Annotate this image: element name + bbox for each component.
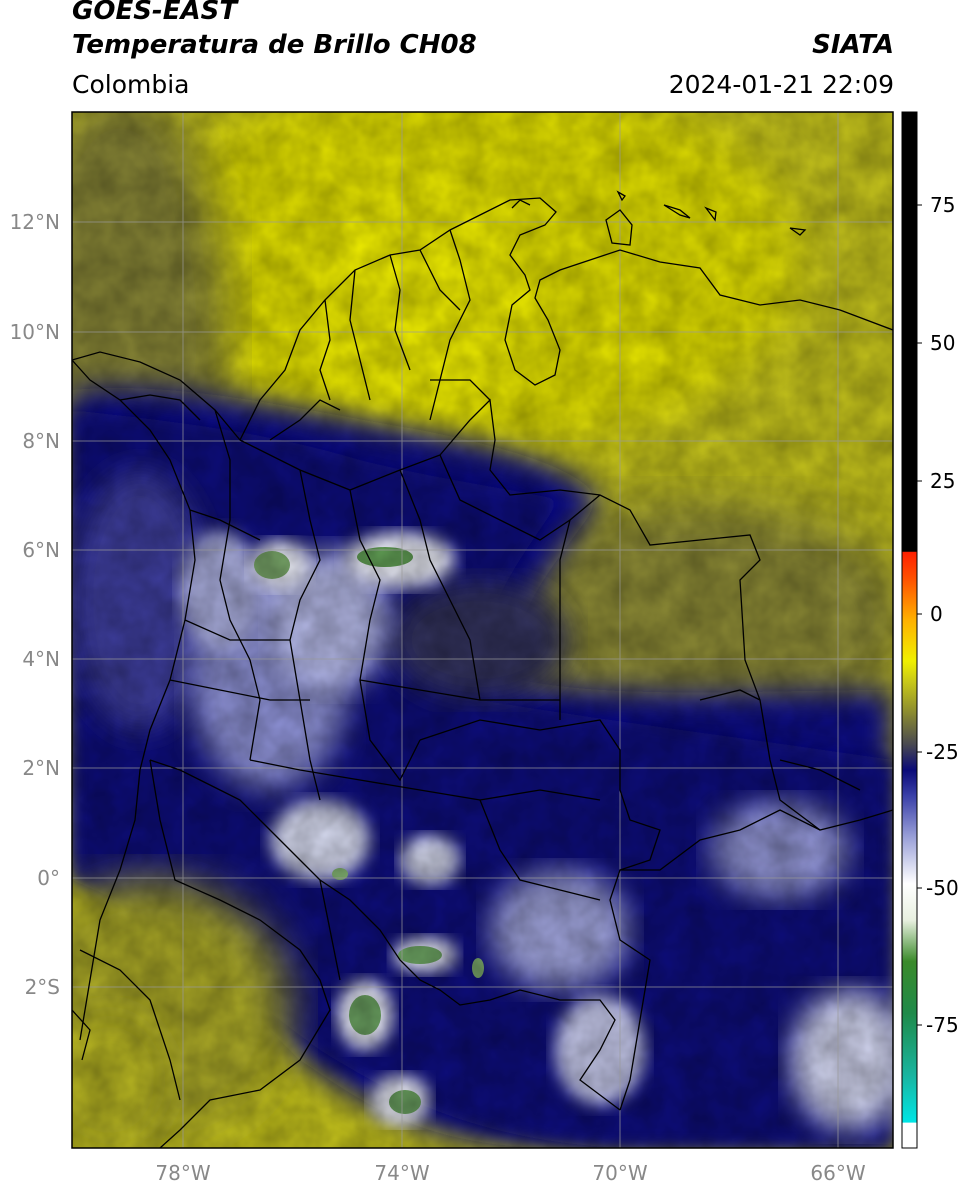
colorbar-tick-label: 75 [930,193,955,217]
colorbar-tick-label: -75 [926,1013,959,1037]
lat-tick-label: 2°S [25,975,60,999]
title-product: Temperatura de Brillo CH08 [72,30,477,60]
lat-tick-label: 2°N [22,756,60,780]
lat-tick-label: 0° [37,866,60,890]
colorbar-tick-label: -25 [926,740,959,764]
latitude-axis: 12°N 10°N 8°N 6°N 4°N 2°N 0° 2°S [10,210,60,999]
lon-tick-label: 74°W [374,1161,429,1185]
region-label: Colombia [72,70,190,99]
lon-tick-label: 66°W [810,1161,865,1185]
longitude-axis: 78°W 74°W 70°W 66°W [155,1161,865,1185]
lat-tick-label: 10°N [10,320,60,344]
colorbar-tick-label: -50 [926,876,959,900]
brightness-temperature-field [72,112,893,1148]
lat-tick-label: 6°N [22,538,60,562]
lat-tick-label: 4°N [22,647,60,671]
colorbar-tick-label: 0 [930,602,943,626]
organization-label: SIATA [812,30,894,60]
map-frame [71,111,894,1149]
colorbar-tick-label: 50 [930,331,955,355]
lon-tick-label: 70°W [592,1161,647,1185]
title-satellite: GOES-EAST [72,0,238,26]
timestamp-label: 2024-01-21 22:09 [668,70,894,99]
colorbar-gradient [902,112,917,1148]
lon-tick-label: 78°W [155,1161,210,1185]
colorbar-tick-label: 25 [930,469,955,493]
lat-tick-label: 12°N [10,210,60,234]
colorbar: 75 50 25 0 -25 -50 -75 [901,111,959,1149]
lat-tick-label: 8°N [22,429,60,453]
borders-and-coastlines [72,190,893,1148]
